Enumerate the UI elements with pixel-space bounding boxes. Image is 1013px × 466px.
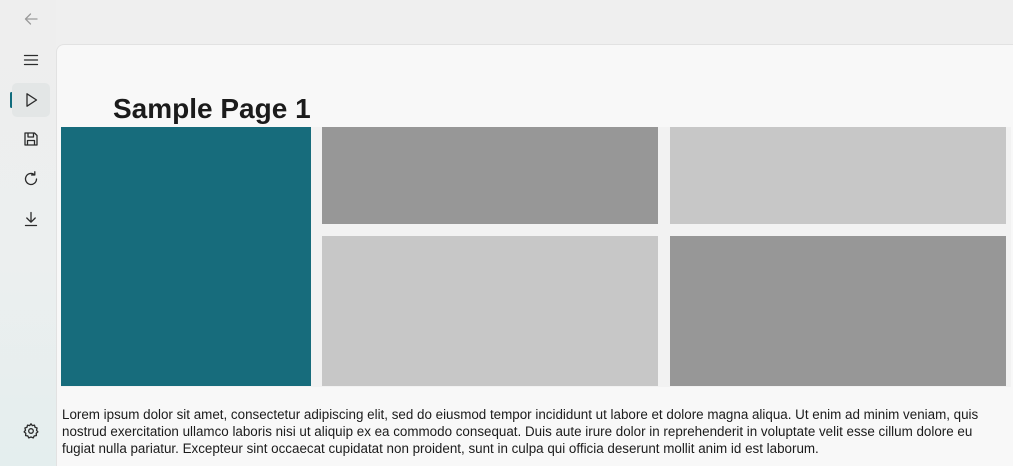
page-title: Sample Page 1: [113, 93, 311, 124]
nav-item-save[interactable]: [12, 122, 50, 156]
tile-bottom-middle[interactable]: [322, 236, 658, 386]
tile-top-right[interactable]: [670, 127, 1006, 224]
back-button[interactable]: [12, 2, 50, 36]
nav-item-download[interactable]: [12, 202, 50, 236]
menu-button[interactable]: [12, 43, 50, 77]
tile-top-middle[interactable]: [322, 127, 658, 224]
content-frame: Sample Page 1 Lorem ipsum dolor sit amet…: [56, 44, 1013, 466]
settings-button[interactable]: [12, 414, 50, 448]
play-icon: [26, 93, 38, 107]
back-arrow-icon: [24, 13, 38, 25]
tile-bottom-right[interactable]: [670, 236, 1006, 386]
navigation-rail: [0, 0, 56, 466]
tile-large[interactable]: [61, 127, 311, 386]
refresh-icon: [24, 171, 38, 186]
save-icon: [24, 132, 38, 146]
body-text: Lorem ipsum dolor sit amet, consectetur …: [62, 407, 979, 456]
selection-indicator: [10, 92, 13, 108]
nav-item-refresh[interactable]: [12, 162, 50, 196]
settings-gear-icon: [23, 423, 39, 439]
tile-grid: [61, 127, 1011, 387]
hamburger-menu-icon: [23, 54, 39, 66]
nav-item-play[interactable]: [12, 83, 50, 117]
download-icon: [24, 211, 38, 227]
